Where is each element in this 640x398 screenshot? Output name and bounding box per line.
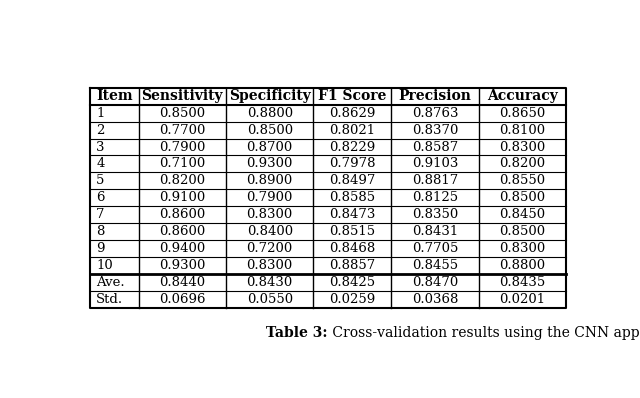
Text: 0.8817: 0.8817: [412, 174, 458, 187]
Text: Specificity: Specificity: [228, 89, 310, 103]
Text: 5: 5: [97, 174, 105, 187]
Text: 0.8300: 0.8300: [246, 209, 293, 221]
Text: 0.8370: 0.8370: [412, 123, 458, 137]
Text: 0.8435: 0.8435: [499, 276, 545, 289]
Text: 0.8468: 0.8468: [329, 242, 376, 256]
Text: 0.8515: 0.8515: [329, 225, 375, 238]
Text: Item: Item: [96, 89, 132, 103]
Text: 0.0696: 0.0696: [159, 293, 205, 306]
Text: F1 Score: F1 Score: [318, 89, 387, 103]
Text: 0.8440: 0.8440: [159, 276, 205, 289]
Text: Std.: Std.: [97, 293, 124, 306]
Text: 0.8300: 0.8300: [246, 259, 293, 272]
Text: 2: 2: [97, 123, 105, 137]
Text: 0.7100: 0.7100: [159, 158, 205, 170]
Text: 0.0259: 0.0259: [329, 293, 376, 306]
Text: 0.0201: 0.0201: [499, 293, 545, 306]
Text: 0.9300: 0.9300: [159, 259, 205, 272]
Text: 0.8300: 0.8300: [499, 140, 545, 154]
Text: 8: 8: [97, 225, 105, 238]
Text: 0.8497: 0.8497: [329, 174, 376, 187]
Text: 0.7900: 0.7900: [159, 140, 205, 154]
Text: 0.8800: 0.8800: [246, 107, 292, 119]
Text: 0.9400: 0.9400: [159, 242, 205, 256]
Text: Table 3:: Table 3:: [266, 326, 328, 340]
Text: 4: 4: [97, 158, 105, 170]
Text: 0.0550: 0.0550: [246, 293, 292, 306]
Text: 0.8700: 0.8700: [246, 140, 293, 154]
Text: 0.9100: 0.9100: [159, 191, 205, 205]
Text: 3: 3: [97, 140, 105, 154]
Text: 1: 1: [97, 107, 105, 119]
Text: 0.8857: 0.8857: [329, 259, 376, 272]
Text: Accuracy: Accuracy: [487, 89, 558, 103]
Text: 0.8473: 0.8473: [329, 209, 376, 221]
Text: 0.8800: 0.8800: [499, 259, 545, 272]
Text: 0.8650: 0.8650: [499, 107, 545, 119]
Text: 0.8430: 0.8430: [246, 276, 293, 289]
Text: 7: 7: [97, 209, 105, 221]
Text: 0.7900: 0.7900: [246, 191, 293, 205]
Text: 0.7978: 0.7978: [329, 158, 376, 170]
Text: 0.8500: 0.8500: [499, 191, 545, 205]
Text: 10: 10: [97, 259, 113, 272]
Text: 0.8629: 0.8629: [329, 107, 376, 119]
Text: 0.8600: 0.8600: [159, 225, 205, 238]
Text: 0.7200: 0.7200: [246, 242, 293, 256]
Text: 0.8600: 0.8600: [159, 209, 205, 221]
Text: 0.8500: 0.8500: [159, 107, 205, 119]
Text: 0.8021: 0.8021: [329, 123, 375, 137]
Text: 0.0368: 0.0368: [412, 293, 458, 306]
Text: 0.8585: 0.8585: [329, 191, 375, 205]
Text: 9: 9: [97, 242, 105, 256]
Text: 0.8763: 0.8763: [412, 107, 458, 119]
Text: 0.8100: 0.8100: [499, 123, 545, 137]
Text: 0.8229: 0.8229: [329, 140, 376, 154]
Text: Ave.: Ave.: [97, 276, 125, 289]
Text: 0.8550: 0.8550: [499, 174, 545, 187]
Text: 0.7700: 0.7700: [159, 123, 205, 137]
Text: 0.8900: 0.8900: [246, 174, 293, 187]
Text: 0.8200: 0.8200: [499, 158, 545, 170]
Text: 0.8587: 0.8587: [412, 140, 458, 154]
Text: 0.9103: 0.9103: [412, 158, 458, 170]
Text: 0.9300: 0.9300: [246, 158, 293, 170]
Text: 0.8470: 0.8470: [412, 276, 458, 289]
Text: Sensitivity: Sensitivity: [141, 89, 223, 103]
Text: 6: 6: [97, 191, 105, 205]
Text: 0.8200: 0.8200: [159, 174, 205, 187]
Text: 0.8400: 0.8400: [246, 225, 292, 238]
Text: 0.8455: 0.8455: [412, 259, 458, 272]
Text: Precision: Precision: [399, 89, 471, 103]
Text: 0.8125: 0.8125: [412, 191, 458, 205]
Text: 0.8500: 0.8500: [246, 123, 292, 137]
Text: 0.8350: 0.8350: [412, 209, 458, 221]
Text: 0.8425: 0.8425: [329, 276, 375, 289]
Text: 0.8300: 0.8300: [499, 242, 545, 256]
Text: Cross-validation results using the CNN approach: Cross-validation results using the CNN a…: [328, 326, 640, 340]
Text: 0.8500: 0.8500: [499, 225, 545, 238]
Text: 0.7705: 0.7705: [412, 242, 458, 256]
Text: 0.8431: 0.8431: [412, 225, 458, 238]
Text: 0.8450: 0.8450: [499, 209, 545, 221]
